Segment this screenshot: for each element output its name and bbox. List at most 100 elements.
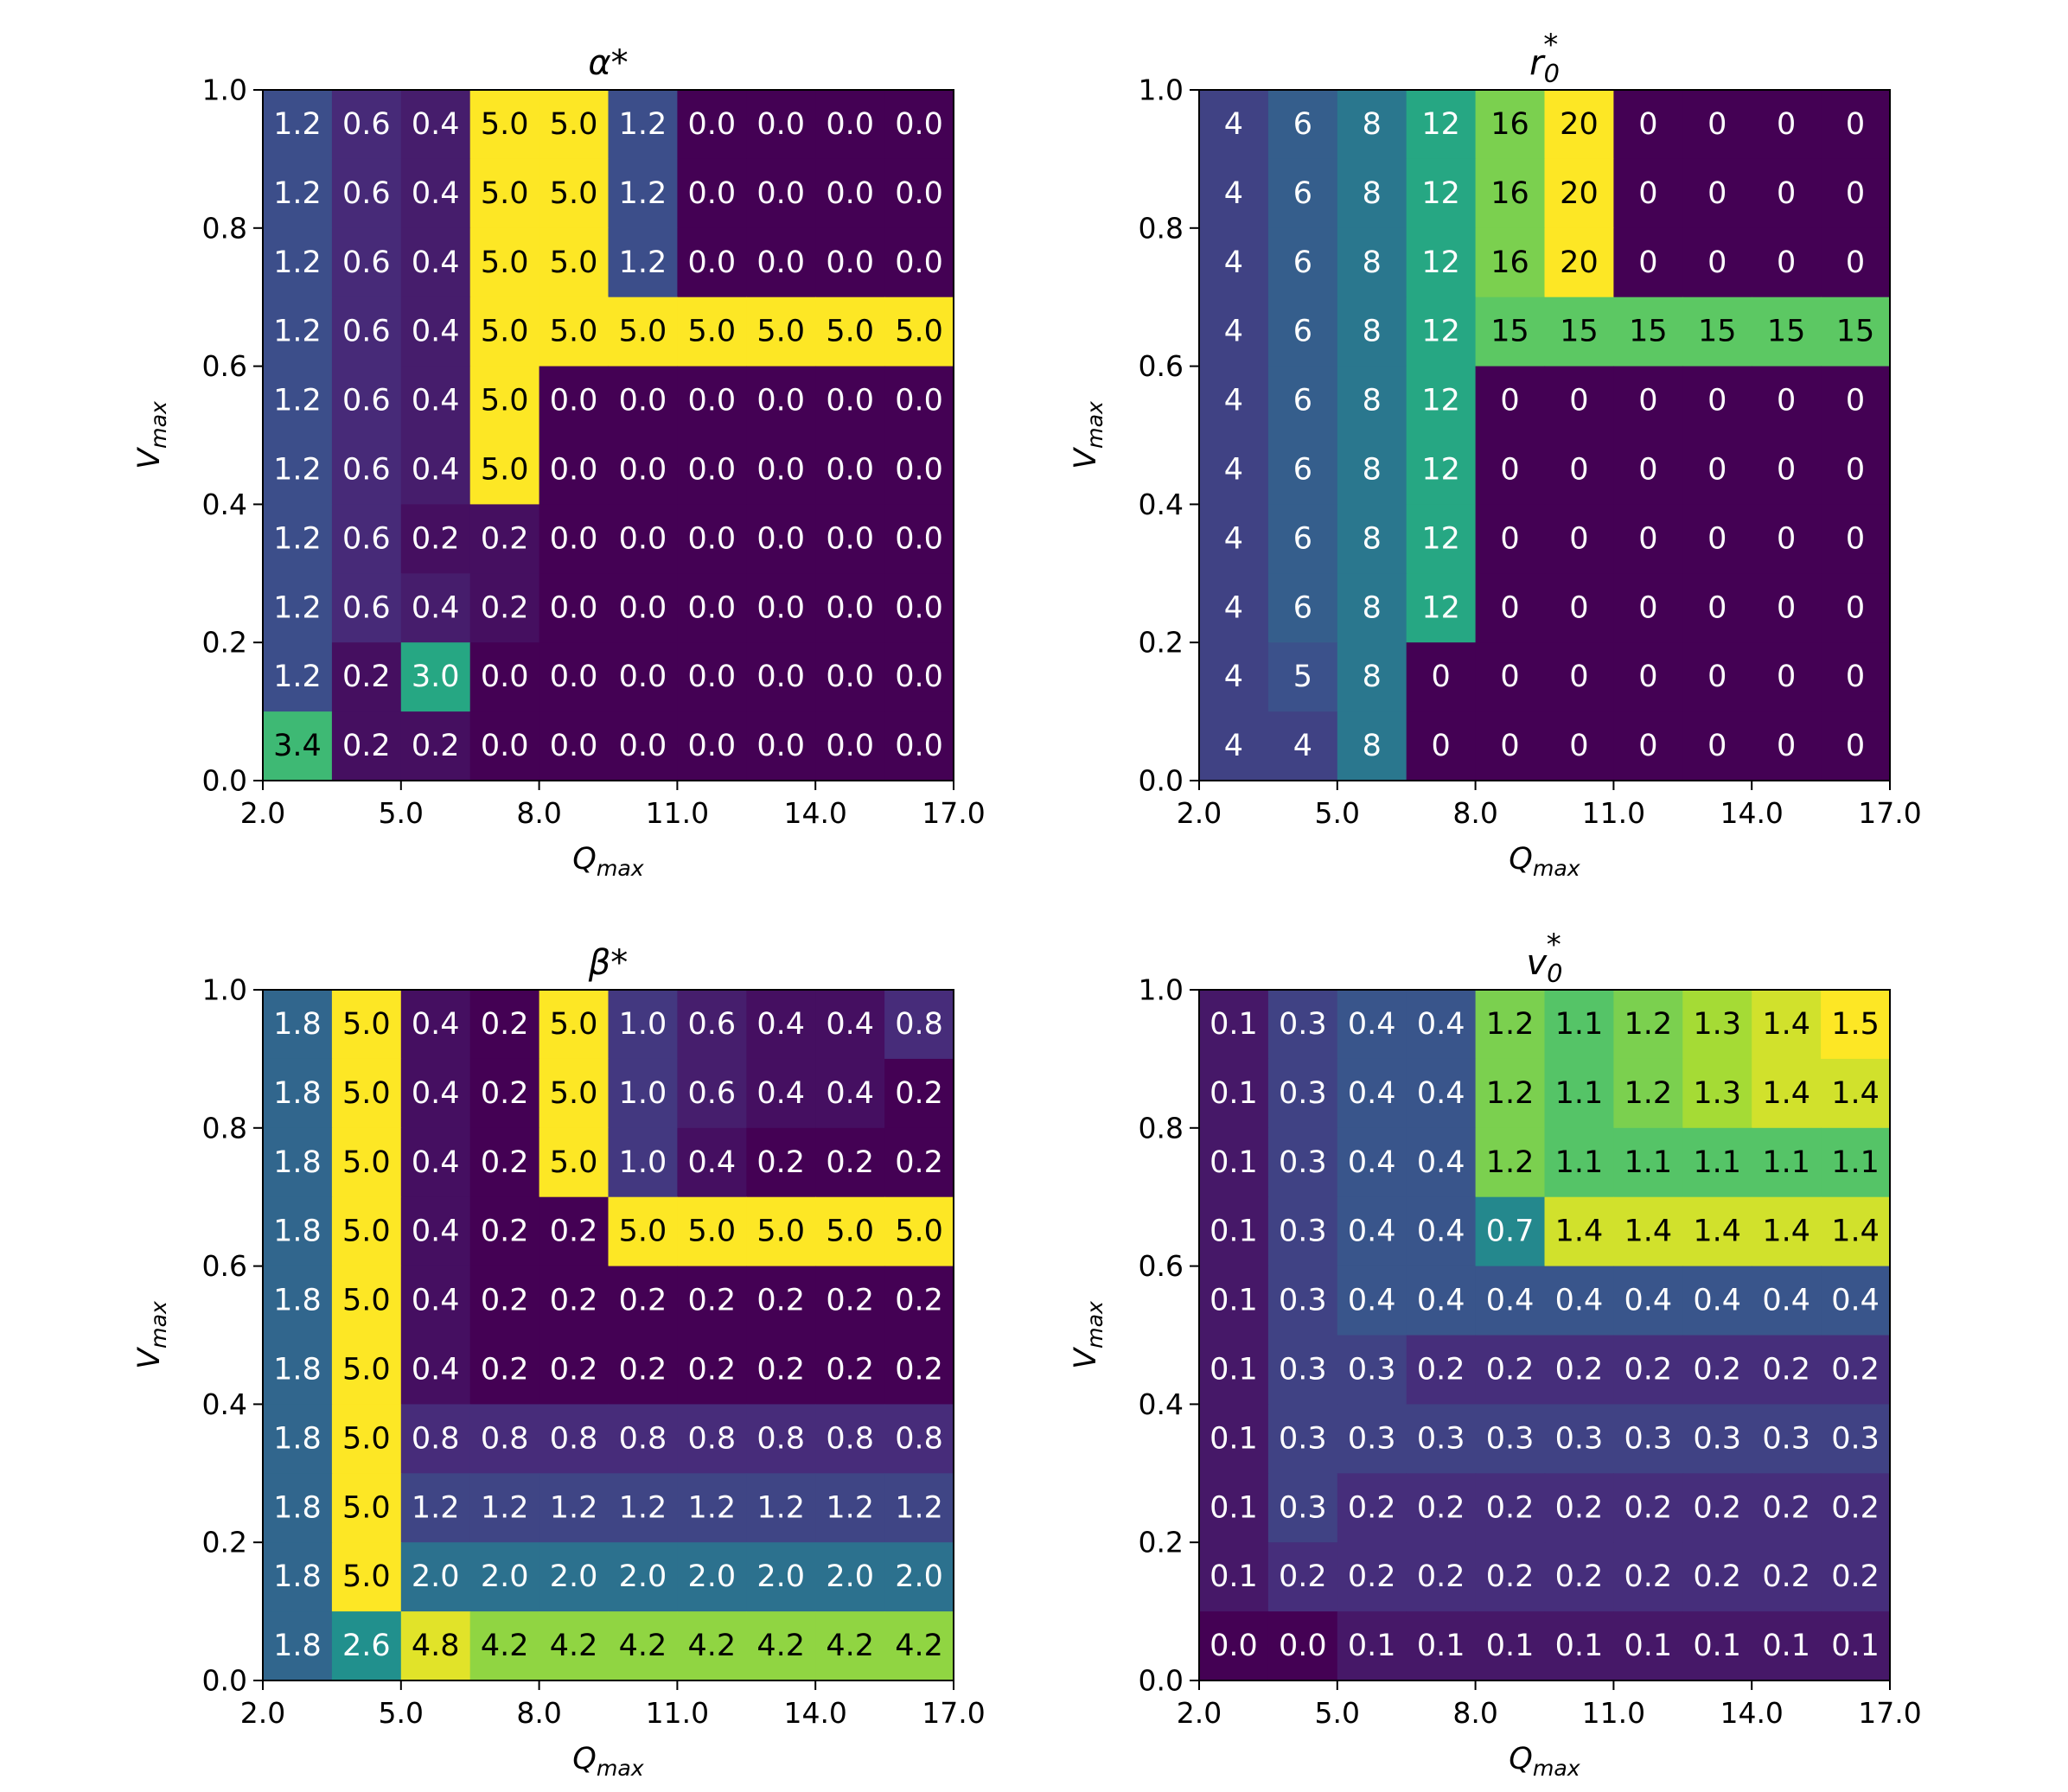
cell-value-label: 5.0	[481, 384, 529, 418]
x-tick-label: 2.0	[240, 796, 285, 830]
heatmap-cell	[1821, 1611, 1891, 1681]
cell-value-label: 0.2	[756, 1352, 805, 1387]
heatmap-cell	[400, 711, 471, 781]
cell-value-label: 0	[1846, 729, 1865, 763]
cell-value-label: 0.0	[826, 660, 874, 694]
cell-value-label: 0	[1777, 729, 1796, 763]
heatmap-cell	[539, 297, 610, 367]
plot-frame	[1198, 989, 1891, 1681]
cell-value-label: 6	[1293, 315, 1312, 349]
cell-value-label: 0.4	[412, 315, 460, 349]
heatmap-cell	[1199, 297, 1269, 367]
cell-value-label: 5.0	[342, 1076, 391, 1111]
cell-value-label: 0.1	[1693, 1629, 1741, 1663]
heatmap-cell	[1337, 990, 1407, 1060]
cell-value-label: 1.3	[1693, 1076, 1741, 1111]
heatmap-cell	[1544, 435, 1614, 505]
heatmap-cell	[815, 990, 885, 1060]
cell-value-label: 1.4	[1762, 1076, 1810, 1111]
cell-value-label: 0.4	[412, 1007, 460, 1042]
y-tick-label: 0.2	[1139, 626, 1184, 660]
heatmap-cell	[815, 435, 885, 505]
cell-value-label: 0.6	[342, 521, 391, 556]
heatmap-cell	[1613, 1611, 1683, 1681]
heatmap-cell	[746, 1542, 816, 1612]
heatmap-cell	[815, 1611, 885, 1681]
x-tick-label: 17.0	[1858, 1696, 1921, 1730]
heatmap-cell	[1199, 227, 1269, 298]
cell-value-label: 5.0	[481, 315, 529, 349]
cell-value-label: 5.0	[826, 1215, 874, 1249]
heatmap-cell	[1544, 1196, 1614, 1267]
heatmap-cell	[608, 435, 678, 505]
cell-value-label: 0.1	[1762, 1629, 1810, 1663]
heatmap-cell	[1337, 90, 1407, 160]
cell-value-label: 8	[1363, 176, 1382, 211]
cell-value-label: 0.0	[826, 176, 874, 211]
heatmap-cell	[608, 990, 678, 1060]
heatmap-cell	[815, 711, 885, 781]
heatmap-cell	[1267, 1404, 1338, 1474]
cell-value-label: 0.4	[1348, 1284, 1396, 1318]
heatmap-cell	[1821, 1404, 1891, 1474]
cell-value-label: 5.0	[481, 452, 529, 487]
cell-value-label: 1.2	[273, 384, 322, 418]
heatmap-cell	[1406, 158, 1477, 229]
heatmap-cell	[1613, 297, 1683, 367]
heatmap-cell	[1475, 297, 1546, 367]
heatmap-cell	[1337, 297, 1407, 367]
heatmap-cell	[263, 1127, 333, 1198]
cell-value-label: 1.2	[273, 660, 322, 694]
y-axis-label-main: V	[1069, 1347, 1103, 1369]
heatmap-cell	[1475, 366, 1546, 437]
heatmap-cell	[1199, 504, 1269, 574]
cell-value-label: 0.4	[1348, 1215, 1396, 1249]
heatmap-cell	[677, 1196, 747, 1267]
cell-value-label: 0.2	[1624, 1559, 1673, 1594]
heatmap-cell	[608, 711, 678, 781]
heatmap-cell	[1337, 1196, 1407, 1267]
plot-frame	[1198, 89, 1891, 781]
cell-value-label: 0	[1569, 521, 1588, 556]
heatmap-cell	[1406, 297, 1477, 367]
heatmap-cell	[1475, 1611, 1546, 1681]
heatmap-cell	[331, 990, 402, 1060]
heatmap-cell	[1613, 1542, 1683, 1612]
y-axis-label-sub: max	[1082, 1300, 1107, 1349]
cell-value-label: 0	[1777, 384, 1796, 418]
x-tick-label: 8.0	[516, 796, 561, 830]
cell-value-label: 5.0	[550, 1007, 598, 1042]
heatmap-cell	[400, 297, 471, 367]
cell-value-label: 0.8	[826, 1421, 874, 1456]
cell-value-label: 0.2	[481, 1145, 529, 1180]
heatmap-cell	[1821, 504, 1891, 574]
heatmap-cell	[1337, 1335, 1407, 1405]
cell-value-label: 4.2	[826, 1629, 874, 1663]
cell-value-label: 0	[1638, 107, 1657, 142]
heatmap-cell	[539, 1611, 610, 1681]
cell-value-label: 6	[1293, 246, 1312, 280]
heatmap-cell	[608, 642, 678, 712]
heatmap-cell	[1544, 227, 1614, 298]
cell-value-label: 0	[1500, 521, 1519, 556]
cell-value-label: 0.0	[550, 384, 598, 418]
heatmap-cell	[677, 297, 747, 367]
heatmap-cell	[1544, 573, 1614, 643]
cell-value-label: 0.6	[342, 176, 391, 211]
heatmap-cell	[469, 297, 540, 367]
heatmap-cell	[677, 504, 747, 574]
cell-value-label: 1.8	[273, 1145, 322, 1180]
cell-value-label: 0	[1638, 384, 1657, 418]
cell-value-label: 0.2	[619, 1284, 667, 1318]
x-tick-label: 8.0	[1452, 1696, 1497, 1730]
heatmap-cell	[1613, 1127, 1683, 1198]
cell-value-label: 0.3	[1417, 1421, 1465, 1456]
heatmap-cell	[400, 227, 471, 298]
cell-value-label: 0.0	[895, 246, 943, 280]
cell-value-label: 0	[1638, 660, 1657, 694]
cell-value-label: 0.2	[1831, 1559, 1880, 1594]
cell-value-label: 0.4	[1417, 1215, 1465, 1249]
cell-value-label: 1.2	[826, 1490, 874, 1525]
cell-value-label: 0.2	[1831, 1352, 1880, 1387]
heatmap-cell	[884, 1611, 954, 1681]
